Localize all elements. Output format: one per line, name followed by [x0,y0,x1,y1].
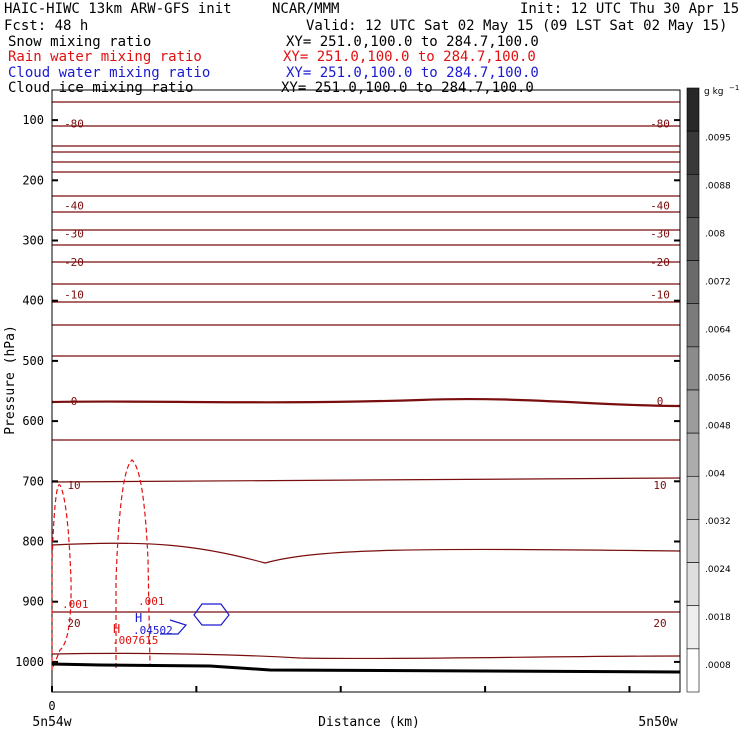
colorbar-swatch [686,217,700,261]
colorbar-label: .008 [705,230,725,240]
cloud-water-max-marker: H [135,611,142,625]
field-cloud-water-xy: XY= 251.0,100.0 to 284.7,100.0 [286,65,539,81]
temperature-label-left: -30 [64,227,84,240]
colorbar-units-exponent: −1 [729,84,739,92]
colorbar-swatch [686,519,700,563]
colorbar-swatch [686,605,700,650]
temperature-label-right: 0 [657,395,664,408]
field-rain-label: Rain water mixing ratio [8,49,202,65]
rain-contour-value-left: .001 [62,598,89,611]
colorbar-label: .0095 [705,134,731,144]
temperature-label-right: 20 [653,617,666,630]
y-tick-label: 800 [22,535,44,549]
temperature-label-left: 0 [71,395,78,408]
colorbar-units: g kg [704,87,724,97]
header-center: NCAR/MMM [272,1,340,17]
colorbar-label: .0072 [705,278,731,288]
isotherm-line [51,542,681,564]
y-tick-label: 700 [22,474,44,488]
x-endpoint-right: 5n50w [638,715,677,730]
temperature-label-left: 20 [67,617,80,630]
colorbar: .0095 .0088 .008 .0072 .0064 .0056 .0048 .004 .0… [686,84,739,693]
rain-contour-value-right: .001 [138,595,165,608]
colorbar-swatch [686,303,700,348]
rain-max-marker: H [113,622,120,636]
x-endpoint-left: 5n54w [32,715,71,730]
colorbar-label: .004 [705,469,725,479]
header-title: HAIC-HIWC 13km ARW-GFS init [4,1,232,17]
colorbar-swatch [686,346,700,391]
isotherm-lines [51,101,681,660]
colorbar-swatch [686,562,700,607]
colorbar-label: .0024 [705,565,731,575]
field-snow-label: Snow mixing ratio [8,34,152,50]
ground-surface-line [51,662,681,674]
temperature-label-left: -40 [64,200,84,213]
rain-contour-left [51,484,72,671]
temperature-label-right: -40 [650,200,670,213]
y-tick-label: 300 [22,234,44,248]
temperature-label-left: -20 [64,256,84,269]
y-tick-label: 600 [22,414,44,428]
colorbar-label: .0088 [705,182,731,192]
colorbar-swatch [686,87,700,132]
temperature-labels: -80 -80 -40 -40 -30 -30 -20 -20 -10 -10 0 0 10 10 20 20 [64,118,670,630]
field-snow-xy: XY= 251.0,100.0 to 284.7,100.0 [286,34,539,50]
x-axis: 0 5n54w 5n50w Distance (km) [32,686,678,730]
colorbar-label: .0018 [705,613,731,623]
y-axis: 1002003004005006007008009001000Pressure … [3,113,680,669]
temperature-label-left: -80 [64,118,84,131]
rain-max-value: .007615 [112,634,158,647]
temperature-label-left: 10 [67,479,80,492]
plot-border [51,89,681,693]
cloud-water-contour-hex [193,603,230,626]
colorbar-label: .0056 [705,373,731,383]
cloud-water-max-value: .04502 [133,624,173,637]
cloud-water-contour-small [160,619,188,635]
colorbar-swatch [686,260,700,305]
y-tick-label: 400 [22,294,44,308]
header-valid: Valid: 12 UTC Sat 02 May 15 (09 LST Sat … [306,18,728,34]
y-tick-label: 900 [22,595,44,609]
plot-frame [51,89,681,693]
x-tick-label-zero: 0 [48,699,55,713]
colorbar-swatch [686,173,700,218]
temperature-label-right: 10 [653,479,666,492]
colorbar-swatch [686,648,700,693]
temperature-label-right: -80 [650,118,670,131]
temperature-label-right: -10 [650,289,670,302]
colorbar-swatch [686,475,700,520]
y-tick-label: 1000 [15,655,44,669]
isotherm-line [51,397,681,408]
header-fcst: Fcst: 48 h [4,18,89,34]
field-cloud-ice-label: Cloud ice mixing ratio [8,80,194,96]
y-axis-label: Pressure (hPa) [3,325,18,435]
colorbar-swatch [686,130,700,175]
colorbar-swatch [686,389,700,434]
y-tick-label: 500 [22,354,44,368]
y-tick-label: 100 [22,113,44,127]
field-cloud-ice-xy: XY= 251.0,100.0 to 284.7,100.0 [281,80,534,96]
temperature-label-left: -10 [64,289,84,302]
x-axis-label: Distance (km) [318,715,420,730]
colorbar-label: .0064 [705,325,731,335]
colorbar-label: .0048 [705,421,731,431]
temperature-label-right: -30 [650,227,670,240]
temperature-label-right: -20 [650,256,670,269]
colorbar-swatch [686,432,700,477]
field-rain-xy: XY= 251.0,100.0 to 284.7,100.0 [283,49,536,65]
y-tick-label: 200 [22,173,44,187]
colorbar-label: .0032 [705,517,731,527]
colorbar-label: .0008 [705,661,731,671]
isotherm-line [51,652,681,660]
header-init: Init: 12 UTC Thu 30 Apr 15 [520,1,740,17]
rain-contour-right [115,459,151,668]
field-cloud-water-label: Cloud water mixing ratio [8,65,211,81]
isotherm-line [51,477,681,483]
